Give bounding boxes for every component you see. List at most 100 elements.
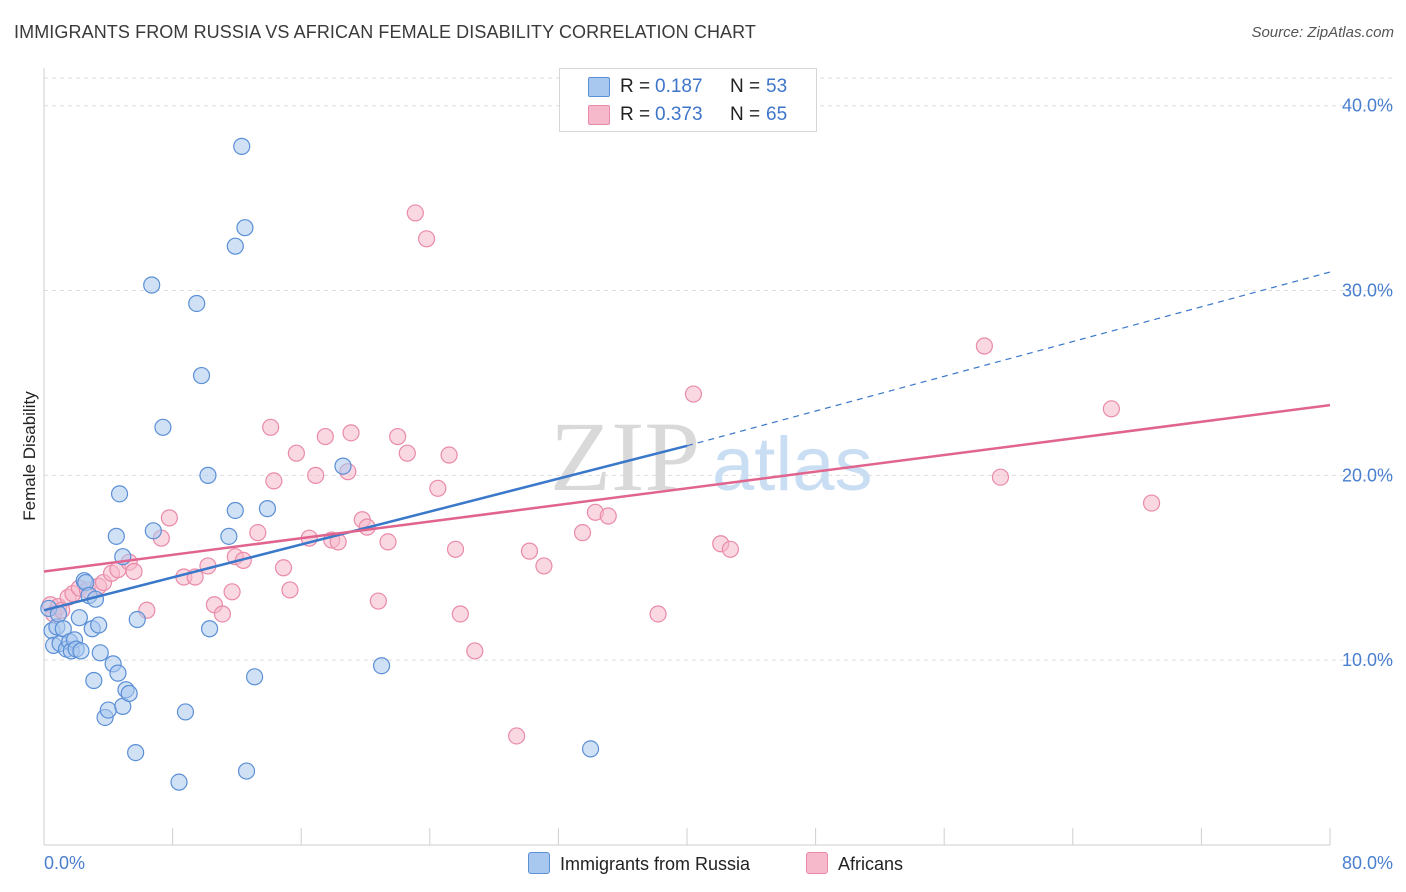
africans-point xyxy=(417,230,436,248)
russia-point xyxy=(127,743,145,762)
russia-point xyxy=(581,740,600,758)
russia-point xyxy=(334,457,352,475)
africans-point xyxy=(573,524,592,542)
legend-row-africans: R = 0.373 N = 65 xyxy=(560,101,816,129)
africans-point xyxy=(440,446,458,464)
y-tick-label: 40.0% xyxy=(1342,96,1393,116)
russia-point xyxy=(109,664,127,682)
africans-point xyxy=(379,533,397,551)
russia-point xyxy=(72,642,90,660)
russia-point xyxy=(188,294,206,313)
africans-point xyxy=(213,605,232,623)
africans-point xyxy=(262,418,280,436)
stats-legend: R = 0.187 N = 53 R = 0.373 N = 65 xyxy=(559,68,817,132)
legend-n-value: 65 xyxy=(766,104,788,125)
africans-point xyxy=(1142,494,1161,512)
russia-point xyxy=(107,527,125,545)
russia-point xyxy=(200,620,219,638)
legend-swatch-russia xyxy=(588,77,610,97)
x-tick-marks xyxy=(43,828,1331,845)
africans-point xyxy=(975,337,993,355)
africans-point xyxy=(991,468,1010,486)
africans-point xyxy=(599,507,617,525)
legend-r-label: R = xyxy=(620,104,651,125)
africans-point xyxy=(520,542,539,560)
trend-lines xyxy=(43,271,1331,612)
africans-point xyxy=(160,509,178,527)
russia-trend-extension xyxy=(686,271,1331,447)
source-label: Source: ZipAtlas.com xyxy=(1251,24,1394,41)
africans-point xyxy=(287,444,305,462)
y-axis-title: Female Disability xyxy=(20,391,39,521)
legend-swatch-africans xyxy=(588,105,610,125)
russia-point xyxy=(144,522,162,540)
africans-point xyxy=(684,385,703,403)
africans-trend-line xyxy=(43,403,1331,573)
chart-title: IMMIGRANTS FROM RUSSIA VS AFRICAN FEMALE… xyxy=(14,22,757,42)
legend-swatch-russia xyxy=(528,852,550,874)
legend-r-label: R = xyxy=(620,76,651,97)
y-tick-label: 10.0% xyxy=(1342,650,1393,670)
africans-point xyxy=(223,583,241,601)
africans-point xyxy=(466,642,484,660)
russia-point xyxy=(90,616,108,634)
legend-r-value: 0.373 xyxy=(655,104,703,125)
africans-point xyxy=(125,562,143,581)
africans-point xyxy=(389,427,407,446)
y-tick-labels: 10.0% 20.0% 30.0% 40.0% xyxy=(1342,96,1393,670)
russia-point xyxy=(120,684,138,703)
x-tick-label-min: 0.0% xyxy=(44,853,85,873)
africans-point xyxy=(281,581,299,599)
russia-trend-line xyxy=(43,444,688,612)
y-tick-label: 30.0% xyxy=(1342,281,1393,301)
legend-n-label: N = xyxy=(730,76,761,97)
russia-point xyxy=(199,466,217,484)
africans-point xyxy=(369,592,387,610)
africans-point xyxy=(342,424,360,442)
russia-point xyxy=(70,609,88,627)
legend-item-africans: Africans xyxy=(806,852,903,875)
legend-item-russia: Immigrants from Russia xyxy=(528,852,750,875)
legend-n-value: 53 xyxy=(766,76,788,97)
russia-point xyxy=(258,500,277,518)
africans-point xyxy=(249,524,267,542)
x-tick-label-max: 80.0% xyxy=(1342,853,1393,873)
russia-point xyxy=(176,703,195,721)
russia-point xyxy=(170,773,188,791)
russia-point xyxy=(220,527,238,545)
watermark-atlas: atlas xyxy=(712,422,873,507)
africans-point xyxy=(721,540,740,558)
russia-point xyxy=(372,657,391,675)
russia-point xyxy=(128,610,146,629)
russia-point xyxy=(85,671,103,690)
africans-point xyxy=(429,479,447,497)
legend-label-russia: Immigrants from Russia xyxy=(560,854,751,874)
africans-point xyxy=(535,557,553,575)
africans-point xyxy=(274,559,293,577)
russia-point xyxy=(236,219,254,237)
africans-point xyxy=(316,427,334,446)
africans-point xyxy=(451,605,469,623)
legend-n-label: N = xyxy=(730,104,761,125)
russia-point xyxy=(143,276,161,294)
legend-label-africans: Africans xyxy=(838,854,904,874)
africans-point xyxy=(1102,400,1120,418)
russia-point xyxy=(237,762,256,780)
africans-point xyxy=(508,727,526,745)
africans-point xyxy=(307,466,325,484)
africans-point xyxy=(446,540,465,558)
legend-swatch-africans xyxy=(806,852,828,874)
russia-point xyxy=(110,485,129,503)
africans-point xyxy=(398,444,416,462)
russia-point xyxy=(226,501,244,520)
africans-point xyxy=(265,472,283,490)
watermark: ZIP atlas xyxy=(550,401,873,512)
russia-point xyxy=(91,644,109,662)
russia-points xyxy=(40,137,600,791)
russia-point xyxy=(154,418,172,436)
africans-point xyxy=(406,204,424,222)
y-tick-label: 20.0% xyxy=(1342,465,1393,485)
legend-row-russia: R = 0.187 N = 53 xyxy=(560,73,816,101)
russia-point xyxy=(233,137,251,155)
